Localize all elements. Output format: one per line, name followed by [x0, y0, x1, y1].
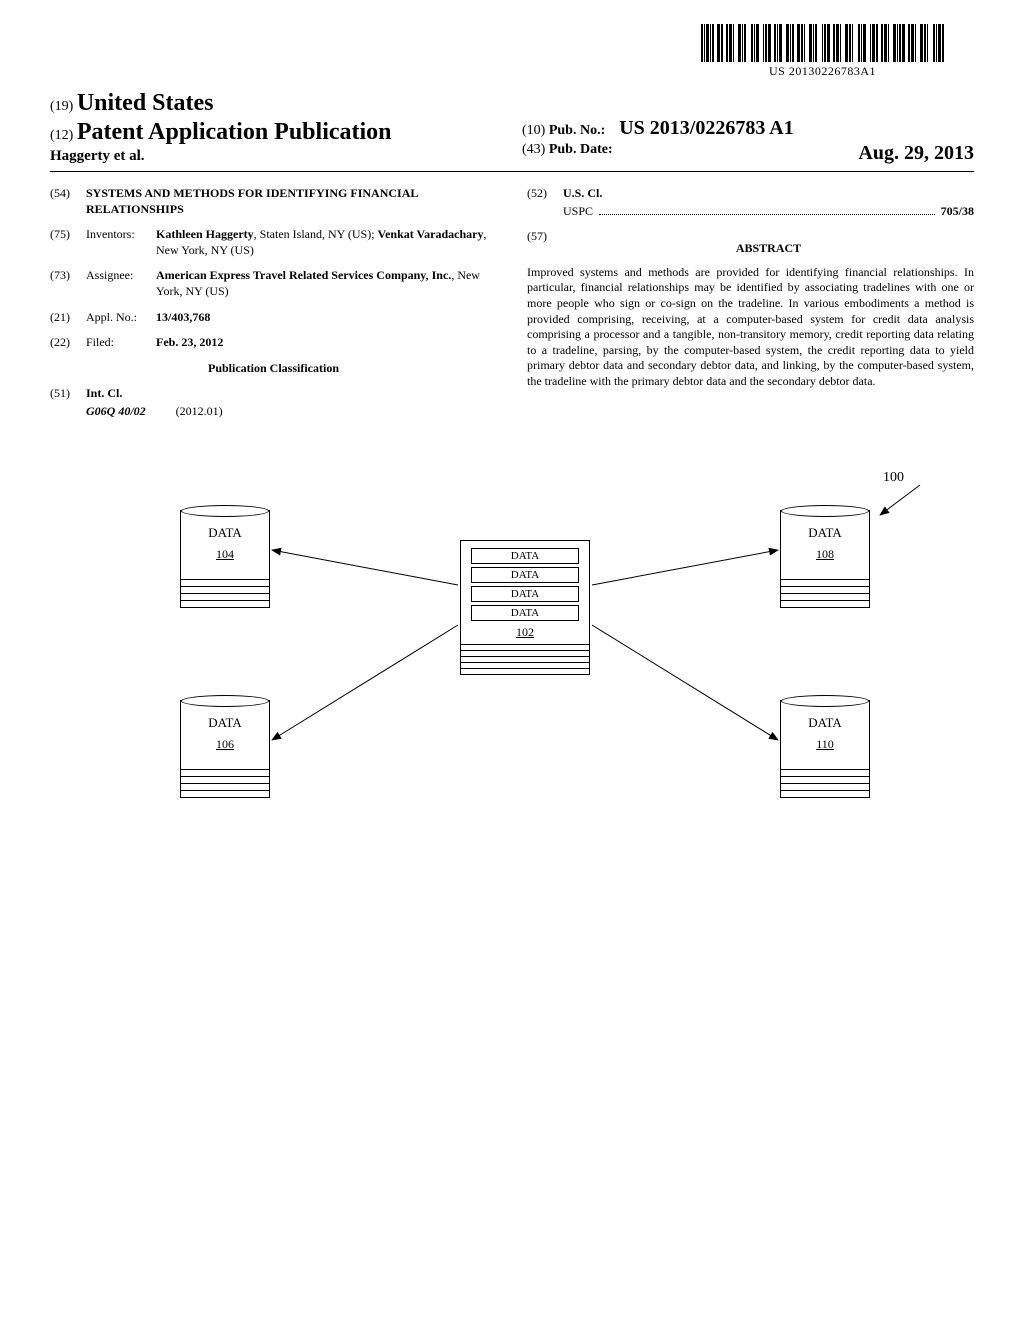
pub-type-line: (12) Patent Application Publication: [50, 119, 502, 146]
pubdate-code: (43): [522, 142, 545, 157]
inventor-1-loc: , Staten Island, NY (US);: [254, 227, 378, 241]
assignee-label: Assignee:: [86, 268, 156, 299]
uscl-code: (52): [527, 186, 563, 202]
ref-110: 110: [781, 737, 869, 752]
country-line: (19) United States: [50, 90, 502, 117]
ref-102: 102: [461, 625, 589, 640]
authors: Haggerty et al.: [50, 148, 502, 165]
abstract-code: (57): [527, 229, 563, 265]
assignee-name: American Express Travel Related Services…: [156, 268, 451, 282]
data-node-108: DATA 108: [780, 510, 870, 608]
pubdate-line: (43) Pub. Date: Aug. 29, 2013: [522, 142, 974, 165]
intcl-value-row: G06Q 40/02 (2012.01): [86, 404, 497, 420]
intcl-label: Int. Cl.: [86, 386, 497, 402]
filed-code: (22): [50, 335, 86, 351]
data-label-106: DATA: [181, 715, 269, 731]
pubno-label: Pub. No.:: [549, 123, 605, 138]
stack-data-3: DATA: [471, 586, 579, 602]
inventor-1: Kathleen Haggerty: [156, 227, 254, 241]
intcl-value: G06Q 40/02: [86, 404, 146, 418]
abstract-heading: ABSTRACT: [563, 241, 974, 257]
inventors-body: Kathleen Haggerty, Staten Island, NY (US…: [156, 227, 497, 258]
uspc-label: USPC: [563, 204, 593, 220]
abstract-body: Improved systems and methods are provide…: [527, 265, 974, 390]
filed-label: Filed:: [86, 335, 156, 351]
assignee-body: American Express Travel Related Services…: [156, 268, 497, 299]
data-node-102: DATA DATA DATA DATA 102: [460, 540, 590, 675]
figure-100: 100 DATA 104 DATA 106 DATA: [50, 470, 974, 890]
barcode-graphic: [701, 24, 944, 62]
inventors-code: (75): [50, 227, 86, 258]
invention-title: SYSTEMS AND METHODS FOR IDENTIFYING FINA…: [86, 186, 497, 217]
barcode-block: US 20130226783A1: [701, 24, 944, 79]
right-column: (52) U.S. Cl. USPC 705/38 (57) ABSTRACT …: [527, 186, 974, 430]
pub-type: Patent Application Publication: [77, 119, 392, 145]
left-column: (54) SYSTEMS AND METHODS FOR IDENTIFYING…: [50, 186, 497, 430]
data-node-110: DATA 110: [780, 700, 870, 798]
classification-heading: Publication Classification: [50, 361, 497, 377]
data-label-104: DATA: [181, 525, 269, 541]
uspc-value: 705/38: [941, 204, 974, 220]
ref-104: 104: [181, 547, 269, 562]
barcode-label: US 20130226783A1: [701, 64, 944, 79]
inventors-label: Inventors:: [86, 227, 156, 258]
applno-code: (21): [50, 310, 86, 326]
applno-value: 13/403,768: [156, 310, 497, 326]
uscl-label: U.S. Cl.: [563, 186, 974, 202]
data-node-106: DATA 106: [180, 700, 270, 798]
data-label-108: DATA: [781, 525, 869, 541]
ref-108: 108: [781, 547, 869, 562]
pubno-value: US 2013/0226783 A1: [619, 117, 793, 139]
pubdate-value: Aug. 29, 2013: [858, 142, 974, 165]
dotted-leader: [599, 214, 935, 215]
pubno-line: (10) Pub. No.: US 2013/0226783 A1: [522, 117, 974, 140]
intcl-code: (51): [50, 386, 86, 402]
stack-data-4: DATA: [471, 605, 579, 621]
data-node-104: DATA 104: [180, 510, 270, 608]
country-code: (19): [50, 99, 73, 114]
stack-data-2: DATA: [471, 567, 579, 583]
bibliographic-columns: (54) SYSTEMS AND METHODS FOR IDENTIFYING…: [50, 186, 974, 430]
uspc-row: USPC 705/38: [563, 204, 974, 220]
assignee-code: (73): [50, 268, 86, 299]
title-code: (54): [50, 186, 86, 217]
ref-100: 100: [883, 470, 904, 486]
data-label-110: DATA: [781, 715, 869, 731]
header: (19) United States (12) Patent Applicati…: [50, 90, 974, 172]
applno-label: Appl. No.:: [86, 310, 156, 326]
ref-106: 106: [181, 737, 269, 752]
inventor-2: Venkat Varadachary: [378, 227, 484, 241]
pubno-code: (10): [522, 123, 545, 138]
pubdate-label: Pub. Date:: [549, 142, 613, 157]
country-name: United States: [77, 90, 214, 116]
pub-code: (12): [50, 128, 73, 143]
intcl-year: (2012.01): [176, 404, 223, 418]
stack-data-1: DATA: [471, 548, 579, 564]
filed-value: Feb. 23, 2012: [156, 335, 497, 351]
